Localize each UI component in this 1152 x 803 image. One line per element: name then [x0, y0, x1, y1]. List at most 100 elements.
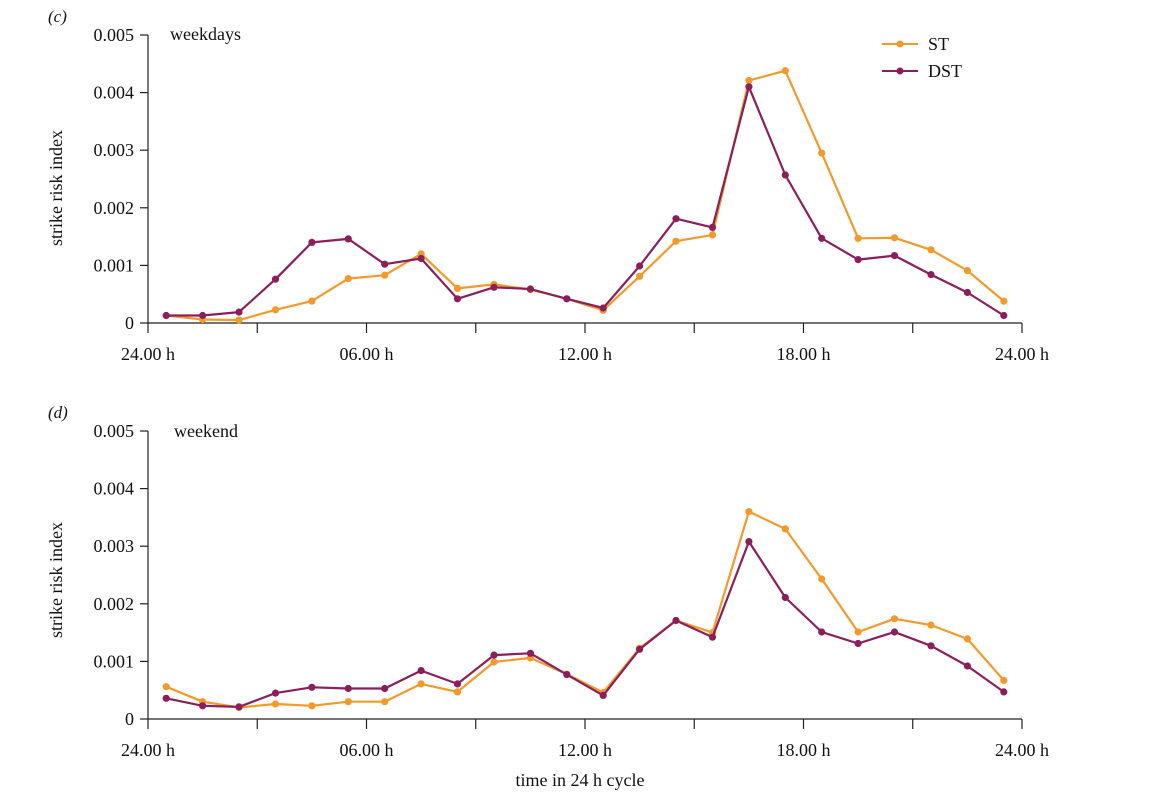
- y-axis-label: strike risk index: [46, 130, 66, 246]
- data-point-dst: [672, 616, 680, 625]
- data-point-dst: [927, 271, 935, 279]
- data-point-st: [636, 272, 644, 280]
- data-point-st: [927, 246, 935, 254]
- data-point-dst: [526, 285, 535, 293]
- data-point-st: [417, 680, 425, 688]
- y-tick-label: 0.002: [94, 594, 135, 614]
- data-point-dst: [563, 671, 571, 679]
- y-tick-label: 0: [125, 313, 134, 333]
- y-tick-label: 0.005: [94, 421, 135, 441]
- data-point-dst: [636, 262, 644, 270]
- data-point-dst: [271, 689, 280, 697]
- data-point-st: [453, 688, 462, 696]
- data-point-dst: [417, 254, 425, 263]
- data-point-st: [490, 658, 498, 666]
- x-tick-label: 24.00 h: [121, 344, 175, 364]
- data-point-dst: [199, 702, 207, 710]
- data-point-dst: [381, 684, 389, 693]
- data-point-st: [854, 628, 862, 636]
- panel-label: (d): [48, 403, 68, 422]
- data-point-dst: [271, 275, 280, 283]
- y-tick-label: 0.005: [94, 25, 135, 45]
- x-tick-label: 12.00 h: [558, 344, 612, 364]
- data-point-dst: [162, 694, 170, 702]
- data-point-dst: [745, 83, 753, 91]
- data-point-dst: [708, 633, 717, 641]
- series-line-dst: [166, 85, 1005, 317]
- y-tick-label: 0.003: [94, 140, 135, 160]
- data-point-st: [927, 621, 935, 629]
- data-point-dst: [599, 304, 607, 312]
- data-point-dst: [818, 628, 826, 636]
- data-point-st: [818, 149, 826, 157]
- data-point-dst: [1000, 311, 1008, 320]
- data-point-st: [235, 316, 243, 324]
- data-point-st: [745, 76, 753, 85]
- data-point-dst: [781, 593, 789, 602]
- data-point-dst: [199, 311, 207, 320]
- y-tick-label: 0.003: [94, 536, 135, 556]
- data-point-dst: [453, 295, 462, 303]
- x-tick-label: 18.00 h: [777, 740, 831, 760]
- data-point-dst: [344, 684, 352, 693]
- data-point-dst: [1000, 688, 1008, 696]
- data-point-st: [344, 275, 352, 283]
- data-point-st: [381, 271, 389, 279]
- data-point-st: [344, 698, 352, 706]
- y-tick-label: 0.001: [94, 651, 135, 671]
- chart-title: weekdays: [170, 24, 241, 44]
- data-point-st: [381, 698, 389, 706]
- data-point-dst: [526, 649, 535, 657]
- data-point-st: [745, 508, 753, 516]
- data-point-dst: [672, 215, 680, 223]
- legend-marker-dst: [896, 67, 904, 75]
- axes: 0 0.001 0.002 0.003 0.004 0.005 24.00 h 06.00 h…: [94, 25, 1050, 364]
- series-line-st: [165, 510, 1005, 709]
- panel-label: (c): [48, 7, 67, 26]
- y-tick-label: 0.002: [94, 198, 135, 218]
- data-point-dst: [963, 662, 972, 670]
- data-point-dst: [818, 234, 826, 242]
- x-tick-label: 24.00 h: [121, 740, 175, 760]
- data-point-st: [854, 234, 862, 242]
- data-point-st: [672, 237, 680, 245]
- legend-label-dst: DST: [928, 61, 962, 81]
- data-point-dst: [890, 252, 899, 260]
- data-point-dst: [599, 691, 607, 700]
- data-point-dst: [854, 256, 862, 264]
- legend-label-st: ST: [928, 34, 949, 54]
- y-tick-label: 0.004: [94, 479, 135, 499]
- data-point-st: [162, 683, 170, 691]
- y-tick-label: 0: [125, 709, 134, 729]
- y-tick-label: 0.001: [94, 255, 135, 275]
- legend: ST DST: [882, 34, 962, 81]
- x-tick-label: 18.00 h: [777, 344, 831, 364]
- x-tick-label: 06.00 h: [340, 344, 394, 364]
- data-point-dst: [235, 703, 243, 711]
- series-layer: [162, 67, 1008, 324]
- series-line-dst: [165, 540, 1005, 709]
- data-point-dst: [636, 645, 644, 653]
- data-point-dst: [490, 651, 498, 659]
- data-point-st: [818, 575, 826, 583]
- data-point-dst: [308, 683, 316, 691]
- legend-marker-st: [896, 40, 904, 48]
- data-point-st: [1000, 297, 1008, 305]
- data-point-st: [963, 267, 972, 275]
- data-point-dst: [745, 538, 753, 546]
- axes: 0 0.001 0.002 0.003 0.004 0.005 24.00 h 06.00 h…: [94, 421, 1050, 760]
- x-tick-label: 12.00 h: [558, 740, 612, 760]
- data-point-dst: [890, 628, 899, 636]
- chart-panel-weekend: (d) weekend strike risk index 0 0.001 0.00…: [46, 403, 1049, 790]
- data-point-st: [453, 284, 462, 292]
- data-point-dst: [854, 639, 862, 648]
- data-point-st: [890, 234, 899, 242]
- series-layer: [162, 508, 1008, 712]
- data-point-dst: [490, 283, 498, 291]
- data-point-dst: [453, 680, 462, 688]
- x-tick-label: 24.00 h: [995, 740, 1049, 760]
- data-point-dst: [344, 235, 352, 243]
- data-point-dst: [381, 260, 389, 268]
- x-tick-label: 24.00 h: [995, 344, 1049, 364]
- y-axis-label: strike risk index: [46, 522, 66, 638]
